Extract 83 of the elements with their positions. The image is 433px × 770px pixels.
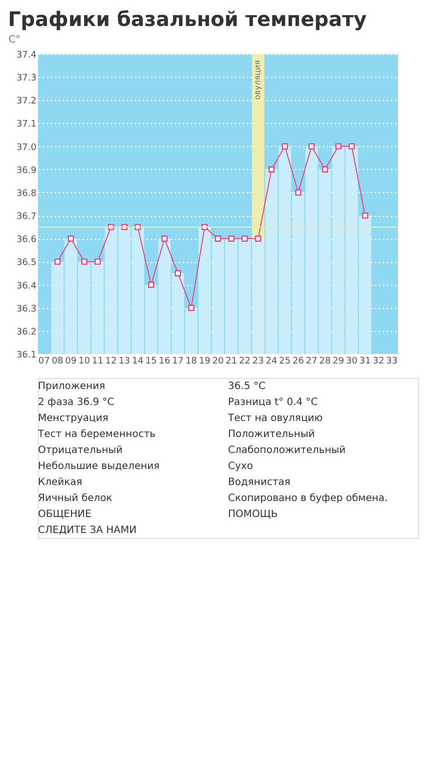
point xyxy=(214,236,222,242)
x-tick-label: 20 xyxy=(212,356,224,366)
text: СЛЕДИТЕ ЗА НАМИ xyxy=(38,525,137,536)
text: Сухо xyxy=(228,461,253,472)
text: ОБЩЕНИЕ xyxy=(38,509,92,520)
point xyxy=(188,304,194,311)
y-tick-label: 36.7 xyxy=(16,212,36,222)
text: Клейкая xyxy=(38,477,82,488)
x-tick-label: 19 xyxy=(198,356,211,366)
point xyxy=(362,212,368,219)
text: Положительный xyxy=(228,429,315,440)
x-tick-label: 14 xyxy=(132,356,144,366)
point xyxy=(54,258,61,265)
point xyxy=(335,143,342,150)
y-tick-label: 36.4 xyxy=(16,281,37,292)
text: Слабоположительный xyxy=(228,445,346,456)
point xyxy=(282,143,288,150)
y-tick-label: 36.9 xyxy=(16,166,37,176)
text: Тест на беременность xyxy=(37,429,156,440)
point xyxy=(255,236,262,242)
x-tick-label: 17 xyxy=(172,356,184,366)
point xyxy=(68,236,74,242)
x-tick-label: 25 xyxy=(279,356,291,366)
point xyxy=(268,166,275,172)
x-tick-label: 23 xyxy=(252,356,264,366)
x-tick-label: 13 xyxy=(118,356,130,366)
x-tick-label: 10 xyxy=(78,356,90,366)
point xyxy=(148,282,154,288)
point xyxy=(161,236,168,242)
x-tick-label: 26 xyxy=(292,356,304,366)
x-tick-label: 11 xyxy=(92,356,104,366)
text: 2 фаза 36.9 °C xyxy=(38,397,114,408)
x-tick-label: 31 xyxy=(359,356,371,366)
text: ПОМОЩЬ xyxy=(228,509,278,520)
text: 36.5 °C xyxy=(228,381,266,392)
point xyxy=(174,270,181,276)
point xyxy=(228,236,234,242)
y-tick-label: 37.1 xyxy=(16,120,36,130)
x-tick-label: 32 xyxy=(372,356,384,366)
x-tick-label: 21 xyxy=(226,356,238,366)
text: Яичный белок xyxy=(38,493,112,504)
y-axis-title: C° xyxy=(8,34,20,46)
x-tick-label: 09 xyxy=(65,356,77,366)
point xyxy=(94,258,101,265)
y-tick-label: 36.5 xyxy=(16,258,36,268)
y-tick-label: 37.3 xyxy=(16,74,36,84)
chart-title: Графики базальной температу xyxy=(8,7,367,31)
point xyxy=(308,143,315,150)
text: Отрицательный xyxy=(38,445,123,456)
x-tick-label: 27 xyxy=(306,356,318,366)
x-tick-label: 30 xyxy=(346,356,358,366)
y-tick-label: 36.3 xyxy=(16,304,36,314)
x-tick-label: 22 xyxy=(239,356,250,366)
x-tick-label: 18 xyxy=(186,356,198,366)
y-tick-label: 37.4 xyxy=(16,50,37,60)
y-tick-label: 36.8 xyxy=(16,188,37,199)
x-tick-label: 29 xyxy=(332,356,344,366)
text: Разница t° 0.4 °C xyxy=(228,397,318,408)
x-tick-label: 07 xyxy=(38,356,50,366)
x-tick-label: 24 xyxy=(266,356,278,366)
text: Скопировано в буфер обмена. xyxy=(228,493,388,504)
text: Тест на овуляцию xyxy=(227,413,323,424)
x-tick-label: 15 xyxy=(145,356,157,366)
y-tick-label: 37.2 xyxy=(16,96,36,107)
y-tick-label: 36.2 xyxy=(16,327,36,338)
y-tick-label: 37.0 xyxy=(16,142,37,153)
text: Приложения xyxy=(38,381,106,392)
x-tick-label: 28 xyxy=(319,356,331,366)
point xyxy=(81,258,88,265)
point xyxy=(295,189,302,196)
y-tick-label: 36.1 xyxy=(16,350,36,360)
point xyxy=(242,236,248,242)
x-tick-label: 16 xyxy=(158,356,171,366)
text: Менструация xyxy=(38,413,108,424)
point xyxy=(348,143,355,150)
x-tick-label: 33 xyxy=(386,356,398,366)
band-label: овуляция xyxy=(253,60,262,100)
x-tick-label: 12 xyxy=(105,356,117,366)
point xyxy=(322,166,328,172)
text: Водянистая xyxy=(228,477,290,488)
y-tick-label: 36.6 xyxy=(16,235,37,246)
x-tick-label: 08 xyxy=(52,356,64,366)
text: Небольшие выделения xyxy=(38,461,160,472)
